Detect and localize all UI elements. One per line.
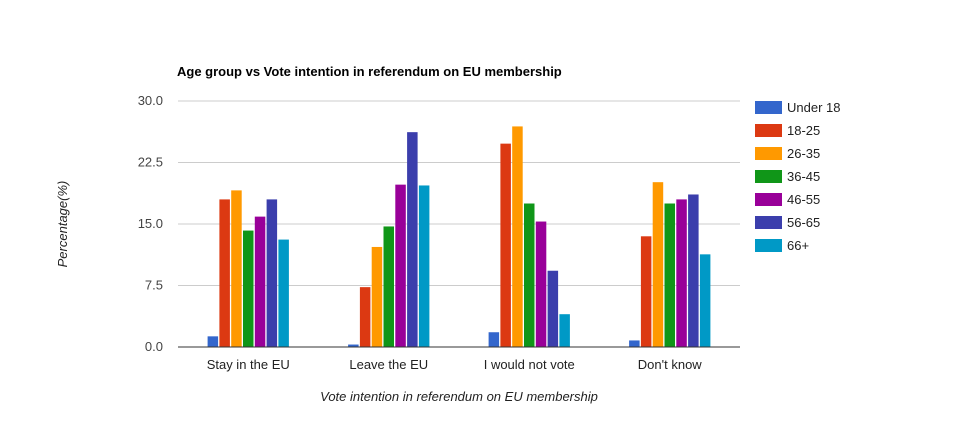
- legend-swatch: [755, 216, 782, 229]
- legend: Under 18 18-25 26-35 36-45 46-55 56-65 66+: [755, 100, 840, 253]
- legend-swatch: [755, 101, 782, 114]
- bar-18-25: [640, 236, 652, 347]
- legend-label: Under 18: [787, 100, 840, 115]
- x-axis-title: Vote intention in referendum on EU membe…: [320, 389, 598, 404]
- bar-46-55: [254, 216, 266, 347]
- x-category-label: I would not vote: [484, 357, 575, 372]
- y-axis-title: Percentage(%): [55, 181, 70, 268]
- y-tick-label: 22.5: [138, 155, 163, 170]
- bar-66-: [278, 239, 289, 347]
- bar-36-45: [243, 230, 254, 347]
- legend-label: 18-25: [787, 123, 820, 138]
- bar-under-18: [207, 336, 219, 347]
- bar-56-65: [688, 194, 699, 347]
- legend-label: 46-55: [787, 192, 820, 207]
- y-axis-ticks: 0.0 7.5 15.0 22.5 30.0: [138, 93, 163, 354]
- bar-26-35: [652, 182, 664, 347]
- bar-under-18: [488, 332, 500, 347]
- bar-36-45: [524, 203, 535, 347]
- x-category-label: Leave the EU: [349, 357, 428, 372]
- x-category-label: Stay in the EU: [207, 357, 290, 372]
- bar-under-18: [629, 340, 640, 347]
- y-tick-label: 7.5: [145, 278, 163, 293]
- y-tick-label: 15.0: [138, 216, 163, 231]
- bar-26-35: [512, 126, 523, 347]
- legend-swatch: [755, 239, 782, 252]
- y-tick-label: 0.0: [145, 339, 163, 354]
- legend-swatch: [755, 147, 782, 160]
- x-axis-categories: Stay in the EU Leave the EU I would not vo…: [207, 357, 703, 372]
- bar-66-: [699, 254, 711, 347]
- legend-label: 26-35: [787, 146, 820, 161]
- bar-56-65: [547, 270, 559, 347]
- legend-label: 66+: [787, 238, 809, 253]
- bar-36-45: [383, 226, 394, 347]
- bar-18-25: [219, 199, 230, 347]
- chart-title: Age group vs Vote intention in referendu…: [177, 64, 562, 79]
- bar-56-65: [266, 199, 278, 347]
- legend-label: 56-65: [787, 215, 820, 230]
- legend-swatch: [755, 170, 782, 183]
- bar-46-55: [535, 221, 547, 347]
- bar-56-65: [407, 132, 418, 347]
- bar-66-: [418, 185, 430, 347]
- legend-swatch: [755, 124, 782, 137]
- bar-46-55: [676, 199, 687, 347]
- bar-66-: [559, 314, 570, 347]
- x-category-label: Don't know: [638, 357, 703, 372]
- legend-label: 36-45: [787, 169, 820, 184]
- y-tick-label: 30.0: [138, 93, 163, 108]
- bar-46-55: [395, 184, 406, 347]
- bar-36-45: [664, 203, 675, 347]
- bar-18-25: [359, 287, 371, 347]
- bar-26-35: [231, 190, 242, 347]
- legend-swatch: [755, 193, 782, 206]
- bar-under-18: [348, 344, 359, 347]
- bar-26-35: [371, 246, 383, 347]
- bar-18-25: [500, 143, 511, 347]
- bars: [207, 126, 711, 347]
